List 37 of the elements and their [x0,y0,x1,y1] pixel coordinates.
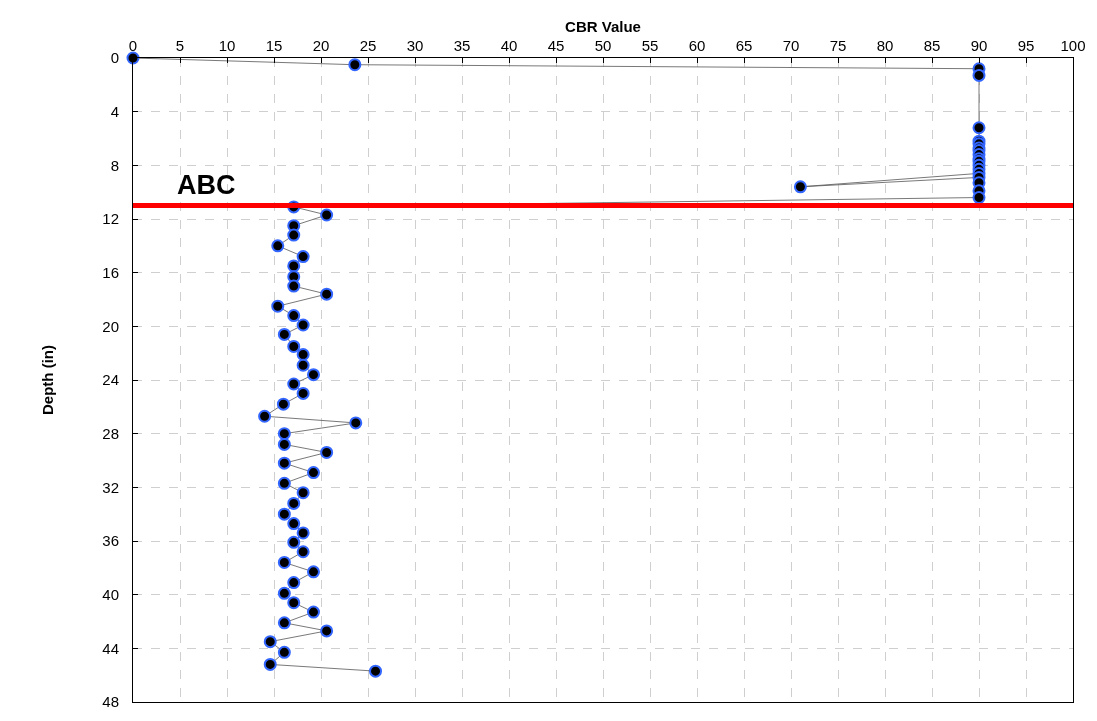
y-tick-label: 8 [110,156,119,174]
x-tick-label: 50 [594,37,612,54]
x-tick-label: 75 [829,37,847,54]
x-tick-label: 90 [970,37,988,54]
x-tick-label: 80 [876,37,894,54]
x-tick-label: 60 [688,37,706,54]
x-tick-label: 25 [359,37,377,54]
x-tick-label: 35 [453,37,471,54]
y-tick-label: 32 [102,478,119,496]
y-tick-label: 36 [102,532,119,550]
x-tick-label: 30 [406,37,424,54]
y-tick-label: 12 [102,210,119,228]
y-tick-label: 40 [102,585,119,603]
y-tick-label: 20 [102,317,119,335]
x-tick-label: 65 [735,37,753,54]
x-tick-label: 5 [175,37,185,54]
x-tick-label: 100 [1060,37,1086,54]
y-tick-label: 16 [102,263,119,281]
x-tick-label: 10 [218,37,236,54]
x-tick-label: 45 [547,37,565,54]
ref-line-label: ABC [177,170,236,200]
y-tick-label: 0 [110,49,119,67]
x-tick-label: 55 [641,37,659,54]
x-tick-label: 70 [782,37,800,54]
x-tick-label: 20 [312,37,330,54]
y-tick-label: 44 [102,639,119,657]
x-tick-label: 15 [265,37,283,54]
y-tick-label: 24 [102,371,119,389]
y-tick-label: 48 [102,693,119,711]
x-tick-label: 95 [1017,37,1035,54]
x-tick-label: 85 [923,37,941,54]
x-tick-label: 40 [500,37,518,54]
y-tick-label: 28 [102,424,119,442]
y-axis-title: Depth (in) [38,345,56,415]
x-axis-title: CBR Value [565,18,641,36]
x-tick-label: 0 [128,37,138,54]
y-tick-label: 4 [110,102,119,120]
